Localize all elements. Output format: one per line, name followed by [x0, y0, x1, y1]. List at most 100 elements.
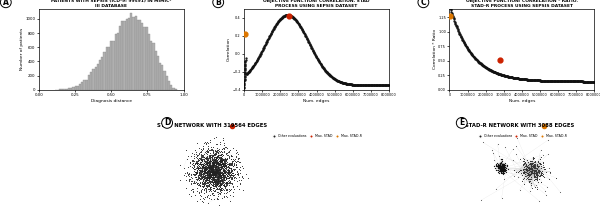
- Point: [197, 168, 207, 172]
- Point: [495, 161, 505, 164]
- Point: [202, 167, 212, 171]
- Point: [205, 156, 215, 160]
- Point: [336, 80, 346, 84]
- Point: [318, 66, 328, 69]
- Point: [201, 177, 211, 180]
- Point: [544, 79, 553, 83]
- Point: [215, 163, 225, 167]
- Point: [472, 58, 481, 62]
- Point: [201, 188, 211, 192]
- Point: [526, 171, 536, 174]
- Point: [445, 4, 454, 7]
- Point: [521, 164, 530, 167]
- Point: [559, 79, 568, 83]
- Point: [495, 165, 505, 169]
- Point: [202, 167, 212, 170]
- Point: [187, 173, 196, 176]
- Point: [224, 169, 233, 173]
- Point: [208, 164, 218, 168]
- Point: [498, 169, 508, 172]
- Point: [224, 170, 234, 174]
- Point: [204, 196, 214, 200]
- Point: [197, 171, 206, 174]
- Point: [221, 180, 230, 184]
- Point: [262, 39, 272, 43]
- Point: [198, 155, 208, 158]
- Point: [215, 185, 224, 189]
- Point: [217, 159, 226, 162]
- Point: [259, 47, 268, 50]
- Point: [204, 164, 214, 168]
- Point: [214, 175, 224, 179]
- Point: [196, 163, 206, 167]
- Point: [224, 170, 234, 173]
- Point: [515, 157, 525, 161]
- Point: [208, 178, 217, 182]
- Point: [285, 14, 295, 17]
- Point: [204, 183, 214, 186]
- Point: [545, 79, 554, 83]
- Point: [183, 172, 193, 176]
- Point: [197, 164, 206, 168]
- Point: [202, 161, 211, 165]
- Point: [208, 176, 218, 179]
- Point: [494, 166, 504, 170]
- Point: [194, 169, 204, 172]
- Point: [507, 76, 517, 79]
- Point: [521, 163, 531, 167]
- Point: [206, 170, 216, 174]
- Point: [217, 180, 226, 183]
- Point: [223, 176, 233, 180]
- Point: [524, 78, 533, 81]
- Point: [189, 164, 199, 167]
- Point: [207, 157, 217, 161]
- Point: [302, 38, 312, 41]
- Point: [204, 154, 214, 157]
- Point: [522, 78, 532, 81]
- Point: [204, 163, 214, 166]
- Point: [496, 166, 506, 169]
- Point: [205, 169, 214, 172]
- Point: [481, 65, 490, 69]
- Point: [240, 66, 250, 70]
- Point: [197, 157, 207, 160]
- Point: [212, 175, 222, 178]
- Point: [214, 149, 223, 152]
- Point: [209, 189, 218, 192]
- Point: [241, 59, 250, 63]
- Point: [215, 169, 225, 172]
- Point: [209, 173, 218, 177]
- Point: [203, 149, 213, 152]
- Point: [299, 32, 309, 35]
- Point: [185, 160, 195, 163]
- Point: [209, 179, 218, 183]
- Point: [524, 179, 534, 183]
- Point: [555, 79, 565, 83]
- Point: [195, 161, 205, 165]
- Point: [226, 170, 235, 174]
- Point: [230, 157, 240, 161]
- Point: [215, 182, 224, 185]
- Point: [214, 172, 224, 176]
- Point: [216, 165, 226, 169]
- Point: [214, 162, 223, 166]
- Point: [219, 165, 229, 168]
- Point: [198, 181, 208, 185]
- Point: [229, 167, 238, 171]
- Point: [197, 159, 207, 162]
- Point: [223, 171, 233, 174]
- Point: [339, 81, 349, 85]
- Point: [209, 163, 219, 167]
- Point: [208, 152, 217, 155]
- Point: [206, 171, 215, 174]
- Point: [202, 161, 212, 165]
- Point: [519, 77, 529, 81]
- Point: [193, 178, 202, 182]
- Point: [286, 14, 295, 17]
- Point: [450, 21, 460, 24]
- Point: [523, 165, 532, 168]
- Point: [539, 79, 549, 82]
- Point: [531, 183, 541, 186]
- Point: [216, 163, 226, 166]
- Point: [200, 197, 209, 201]
